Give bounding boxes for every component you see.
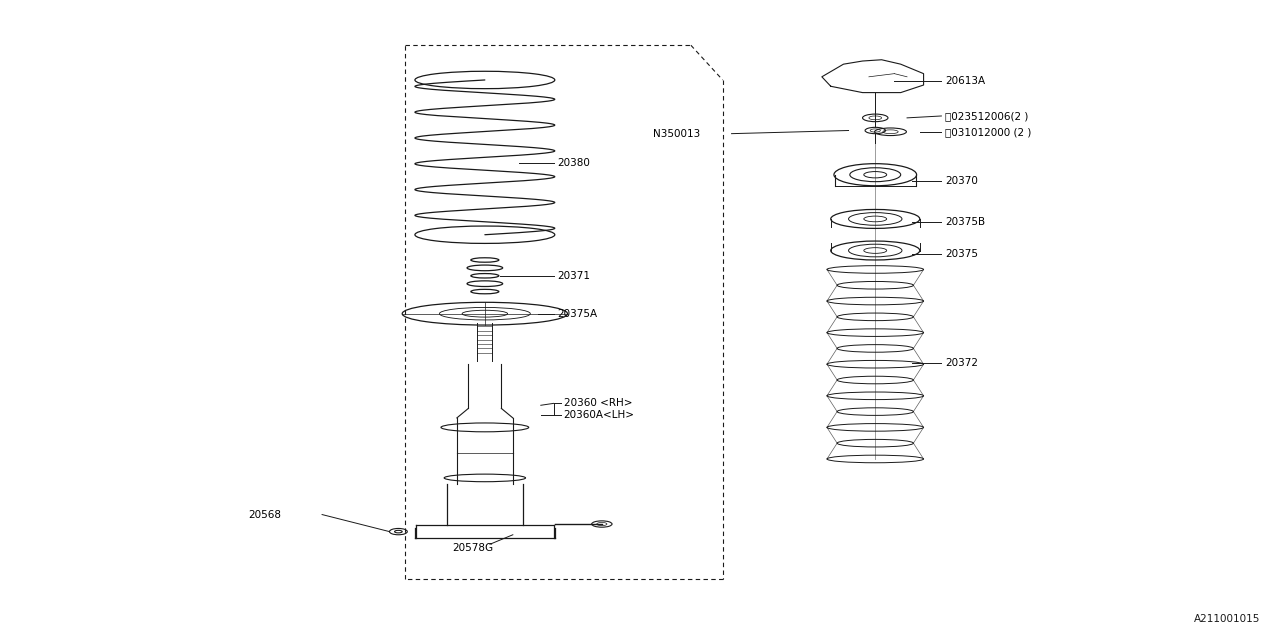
Text: 20360A<LH>: 20360A<LH> [563, 410, 635, 420]
Text: N350013: N350013 [653, 129, 700, 139]
Text: 20613A: 20613A [945, 76, 986, 86]
Text: 20568: 20568 [248, 509, 282, 520]
Text: A211001015: A211001015 [1194, 614, 1261, 625]
Text: 20375B: 20375B [945, 217, 986, 227]
Text: 20360 <RH>: 20360 <RH> [563, 398, 632, 408]
Ellipse shape [865, 127, 886, 134]
Text: Ⓝ023512006(2 ): Ⓝ023512006(2 ) [945, 111, 1029, 121]
Text: Ⓦ031012000 (2 ): Ⓦ031012000 (2 ) [945, 127, 1032, 137]
Text: 20371: 20371 [557, 271, 590, 281]
Text: 20578G: 20578G [452, 543, 493, 553]
Text: 20375: 20375 [945, 249, 978, 259]
Text: 20375A: 20375A [557, 308, 598, 319]
Text: 20370: 20370 [945, 176, 978, 186]
Text: 20380: 20380 [557, 158, 590, 168]
Text: 20372: 20372 [945, 358, 978, 368]
